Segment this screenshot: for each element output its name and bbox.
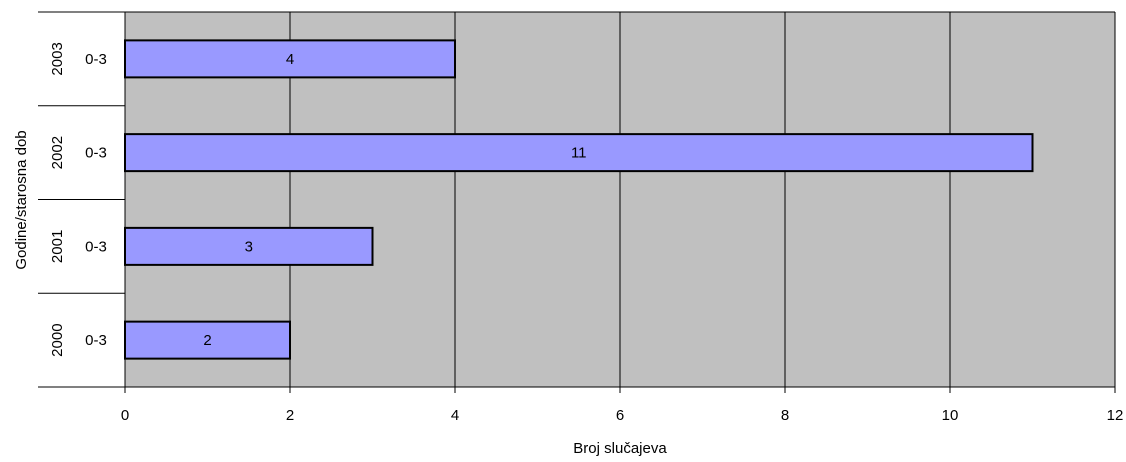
data-label-2002: 11 [571,145,587,162]
labels: 0 2 4 6 8 10 12 4 0-3 2003 11 0-3 2002 3 0-3 2001 2 0-3 20… [49,42,1123,424]
year-label-2001: 2001 [49,230,66,263]
data-label-2001: 3 [245,238,253,255]
x-tick-label: 0 [121,407,129,424]
x-tick-label: 12 [1107,407,1124,424]
x-axis-title: Broj slučajeva [573,440,667,457]
year-label-2000: 2000 [49,323,66,356]
x-tick-label: 6 [616,407,624,424]
bar-2001 [124,226,374,266]
axes [38,11,1116,393]
age-label-2002: 0-3 [85,145,107,162]
age-label-2000: 0-3 [85,332,107,349]
x-tick-label: 8 [781,407,789,424]
x-tick-label: 4 [451,407,459,424]
x-tick-label: 10 [942,407,959,424]
x-tick-label: 2 [286,407,294,424]
age-label-2001: 0-3 [85,238,107,255]
data-label-2000: 2 [203,332,211,349]
y-axis-title: Godine/starosna dob [13,130,30,269]
year-label-2003: 2003 [49,42,66,75]
bar-2000 [124,320,291,360]
year-label-2002: 2002 [49,136,66,169]
age-label-2003: 0-3 [85,51,107,68]
data-label-2003: 4 [286,51,294,68]
bar-2002 [124,133,1034,173]
